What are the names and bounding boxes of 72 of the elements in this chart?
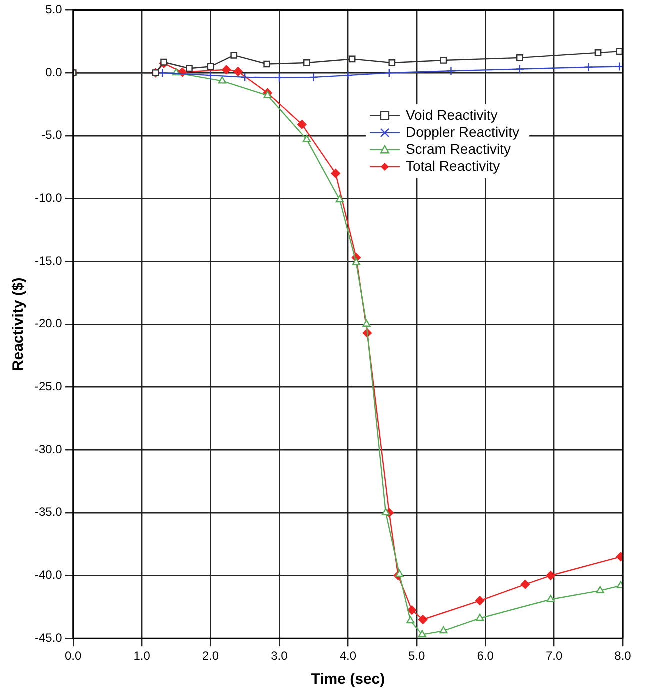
point bbox=[158, 68, 168, 78]
legend-label: Doppler Reactivity bbox=[406, 124, 520, 140]
point bbox=[336, 195, 344, 203]
point bbox=[407, 606, 417, 615]
point bbox=[388, 60, 396, 66]
point bbox=[396, 570, 404, 578]
point bbox=[515, 64, 525, 74]
point bbox=[446, 66, 456, 76]
point bbox=[594, 50, 602, 56]
x-tick-label: 4.0 bbox=[340, 649, 357, 664]
x-tick-label: 3.0 bbox=[271, 649, 288, 664]
point bbox=[616, 48, 623, 56]
x-axis-title: Time (sec) bbox=[311, 671, 386, 688]
point bbox=[382, 508, 390, 516]
point bbox=[418, 615, 428, 624]
x-tick-label: 2.0 bbox=[202, 649, 220, 664]
point bbox=[596, 586, 604, 594]
legend-label: Void Reactivity bbox=[406, 106, 498, 123]
point bbox=[160, 58, 168, 66]
point bbox=[264, 60, 271, 68]
x-tick-label: 6.0 bbox=[477, 649, 494, 664]
point bbox=[304, 60, 310, 66]
point bbox=[309, 72, 318, 82]
point bbox=[362, 320, 371, 327]
y-tick-label: -45.0 bbox=[34, 630, 63, 645]
point bbox=[440, 626, 448, 634]
x-tick-label: 7.0 bbox=[546, 649, 563, 664]
x-tick-label: 5.0 bbox=[408, 649, 426, 664]
point bbox=[546, 571, 556, 580]
point bbox=[186, 65, 193, 72]
point bbox=[206, 70, 216, 80]
x-tick-label: 0.0 bbox=[65, 649, 82, 664]
y-tick-label: 5.0 bbox=[46, 2, 63, 17]
point bbox=[406, 616, 415, 624]
y-tick-label: -35.0 bbox=[34, 505, 63, 520]
y-tick-label: -5.0 bbox=[42, 128, 63, 142]
point bbox=[475, 596, 485, 606]
point bbox=[584, 62, 594, 72]
point bbox=[302, 135, 312, 142]
y-tick-label: -30.0 bbox=[34, 442, 63, 456]
x-tick-label: 1.0 bbox=[134, 649, 151, 664]
point bbox=[440, 57, 448, 64]
point bbox=[298, 120, 307, 130]
point bbox=[614, 62, 623, 72]
legend-label: Total Reactivity bbox=[406, 158, 500, 174]
point bbox=[476, 614, 484, 622]
point bbox=[546, 595, 555, 602]
point bbox=[222, 65, 232, 74]
y-tick-label: -15.0 bbox=[34, 254, 63, 268]
point bbox=[207, 63, 214, 70]
point bbox=[418, 630, 426, 638]
point bbox=[344, 70, 353, 80]
point bbox=[230, 52, 238, 59]
point bbox=[234, 67, 243, 76]
y-tick-label: 0.0 bbox=[46, 65, 63, 80]
x-tick-label: 8.0 bbox=[614, 649, 632, 664]
point bbox=[218, 76, 227, 84]
y-tick-label: -40.0 bbox=[34, 568, 63, 582]
y-axis-title: Reactivity ($) bbox=[10, 278, 28, 372]
point bbox=[331, 168, 340, 178]
y-tick-label: -10.0 bbox=[34, 191, 63, 206]
point bbox=[384, 68, 394, 78]
point bbox=[348, 56, 356, 63]
y-tick-label: -25.0 bbox=[34, 380, 63, 394]
point bbox=[352, 258, 360, 266]
y-tick-label: -20.0 bbox=[34, 316, 63, 331]
point bbox=[264, 91, 272, 98]
point bbox=[274, 73, 284, 82]
point bbox=[240, 72, 250, 82]
point bbox=[520, 580, 530, 590]
legend-label: Scram Reactivity bbox=[406, 140, 511, 157]
point bbox=[516, 54, 524, 62]
